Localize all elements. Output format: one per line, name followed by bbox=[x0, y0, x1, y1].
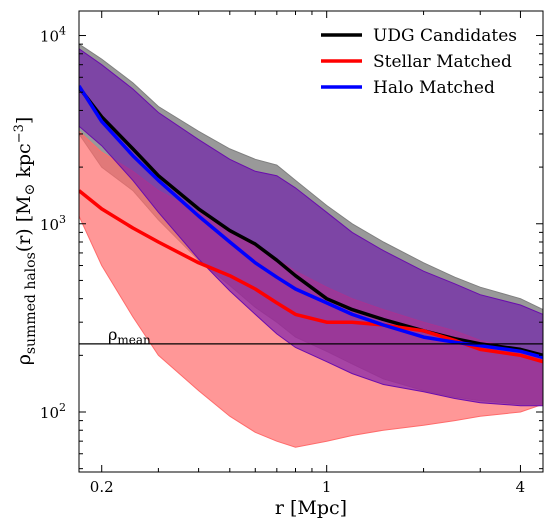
y-tick-label: 103 bbox=[40, 213, 66, 234]
y-axis-title: ρsummed halos(r) [M⊙ kpc−3] bbox=[12, 117, 39, 366]
legend-label: Stellar Matched bbox=[373, 52, 512, 72]
band-halo-matched bbox=[79, 48, 543, 407]
legend-label: UDG Candidates bbox=[373, 26, 517, 46]
legend-label: Halo Matched bbox=[373, 78, 495, 98]
y-tick-label: 102 bbox=[40, 401, 66, 422]
x-axis-title: r [Mpc] bbox=[275, 497, 347, 519]
confidence-bands bbox=[79, 43, 543, 448]
x-tick-label: 0.2 bbox=[90, 478, 114, 496]
x-tick-label: 4 bbox=[516, 478, 526, 496]
legend: UDG Candidates Stellar Matched Halo Matche… bbox=[321, 26, 517, 98]
mean-density-label: ρmean bbox=[108, 325, 151, 347]
plot-frame bbox=[78, 10, 544, 473]
axis-ticks: 0.2 1 4 102 103 104 bbox=[40, 11, 543, 496]
line-udg-candidates bbox=[79, 86, 543, 357]
x-tick-label: 1 bbox=[322, 478, 332, 496]
y-tick-label: 104 bbox=[40, 25, 66, 46]
